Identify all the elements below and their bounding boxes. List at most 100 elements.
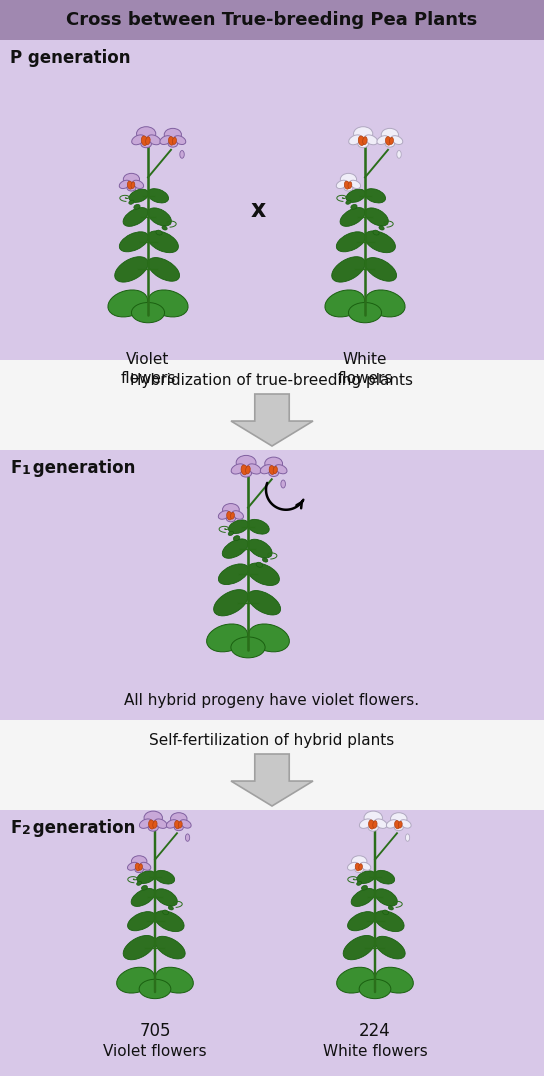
Ellipse shape — [231, 637, 265, 657]
Ellipse shape — [132, 134, 145, 145]
Ellipse shape — [137, 870, 156, 883]
Ellipse shape — [374, 870, 394, 884]
Ellipse shape — [391, 812, 407, 824]
Ellipse shape — [148, 208, 171, 226]
Ellipse shape — [359, 864, 362, 870]
Ellipse shape — [227, 511, 232, 520]
Text: 1: 1 — [22, 465, 31, 478]
Ellipse shape — [133, 181, 144, 188]
Ellipse shape — [344, 181, 350, 189]
Ellipse shape — [164, 128, 182, 141]
Ellipse shape — [132, 855, 147, 867]
Ellipse shape — [363, 137, 367, 144]
Ellipse shape — [139, 979, 171, 999]
Ellipse shape — [245, 466, 250, 473]
Ellipse shape — [128, 911, 156, 931]
Ellipse shape — [374, 910, 404, 932]
Ellipse shape — [160, 136, 172, 144]
Ellipse shape — [358, 141, 368, 147]
Text: Self-fertilization of hybrid plants: Self-fertilization of hybrid plants — [150, 733, 394, 748]
Ellipse shape — [348, 911, 375, 931]
Ellipse shape — [374, 819, 387, 829]
Ellipse shape — [351, 889, 375, 906]
Text: Hybridization of true-breeding plants: Hybridization of true-breeding plants — [131, 372, 413, 387]
Text: White flowers: White flowers — [323, 1044, 428, 1059]
Ellipse shape — [129, 200, 134, 204]
Text: Violet
flowers: Violet flowers — [120, 352, 176, 385]
Ellipse shape — [240, 470, 251, 477]
Ellipse shape — [129, 189, 149, 202]
Ellipse shape — [139, 819, 152, 829]
Polygon shape — [231, 394, 313, 445]
Ellipse shape — [218, 511, 230, 520]
Ellipse shape — [168, 141, 177, 147]
Text: Cross between True-breeding Pea Plants: Cross between True-breeding Pea Plants — [66, 11, 478, 29]
Ellipse shape — [135, 867, 144, 873]
Bar — [0, 450, 544, 720]
Ellipse shape — [231, 464, 245, 475]
Ellipse shape — [346, 189, 366, 202]
Ellipse shape — [163, 910, 169, 915]
Ellipse shape — [394, 821, 400, 829]
Ellipse shape — [123, 935, 155, 960]
Ellipse shape — [123, 173, 139, 185]
Ellipse shape — [155, 889, 177, 906]
Ellipse shape — [233, 536, 240, 540]
Ellipse shape — [144, 811, 163, 824]
Ellipse shape — [357, 870, 375, 883]
Ellipse shape — [178, 821, 182, 829]
Ellipse shape — [131, 889, 155, 906]
Ellipse shape — [174, 136, 186, 144]
Ellipse shape — [366, 289, 405, 317]
Ellipse shape — [139, 864, 143, 870]
Ellipse shape — [123, 208, 148, 226]
Ellipse shape — [325, 289, 364, 317]
Ellipse shape — [386, 137, 391, 145]
Ellipse shape — [147, 188, 169, 203]
Ellipse shape — [359, 979, 391, 999]
Ellipse shape — [180, 151, 184, 158]
Ellipse shape — [354, 127, 373, 141]
Ellipse shape — [141, 141, 151, 147]
Ellipse shape — [365, 257, 397, 281]
Ellipse shape — [146, 137, 150, 144]
Text: 705: 705 — [139, 1022, 171, 1040]
Ellipse shape — [232, 511, 244, 520]
Ellipse shape — [127, 185, 136, 192]
Ellipse shape — [373, 230, 379, 235]
Ellipse shape — [218, 564, 249, 584]
Ellipse shape — [364, 811, 382, 824]
Ellipse shape — [351, 855, 367, 867]
Ellipse shape — [358, 136, 364, 145]
Text: F: F — [10, 459, 21, 477]
Ellipse shape — [248, 539, 272, 558]
Ellipse shape — [385, 141, 394, 147]
Ellipse shape — [241, 465, 248, 475]
Ellipse shape — [170, 812, 187, 824]
Ellipse shape — [260, 465, 273, 473]
Ellipse shape — [169, 137, 174, 145]
Ellipse shape — [137, 127, 156, 141]
Ellipse shape — [388, 906, 393, 910]
Ellipse shape — [116, 967, 154, 993]
Ellipse shape — [222, 539, 248, 558]
Bar — [0, 40, 544, 360]
Ellipse shape — [341, 173, 356, 185]
Ellipse shape — [269, 470, 279, 477]
Ellipse shape — [154, 910, 184, 932]
Ellipse shape — [398, 821, 402, 829]
Ellipse shape — [147, 231, 178, 253]
Bar — [0, 360, 544, 450]
Ellipse shape — [222, 504, 239, 515]
Ellipse shape — [180, 820, 191, 829]
Ellipse shape — [364, 188, 386, 203]
Ellipse shape — [248, 591, 281, 615]
Ellipse shape — [375, 967, 413, 993]
Ellipse shape — [108, 289, 147, 317]
Ellipse shape — [373, 821, 377, 829]
Ellipse shape — [214, 590, 248, 615]
Bar — [0, 0, 544, 40]
Ellipse shape — [186, 834, 190, 841]
Text: All hybrid progeny have violet flowers.: All hybrid progeny have violet flowers. — [125, 693, 419, 708]
Ellipse shape — [231, 512, 234, 519]
